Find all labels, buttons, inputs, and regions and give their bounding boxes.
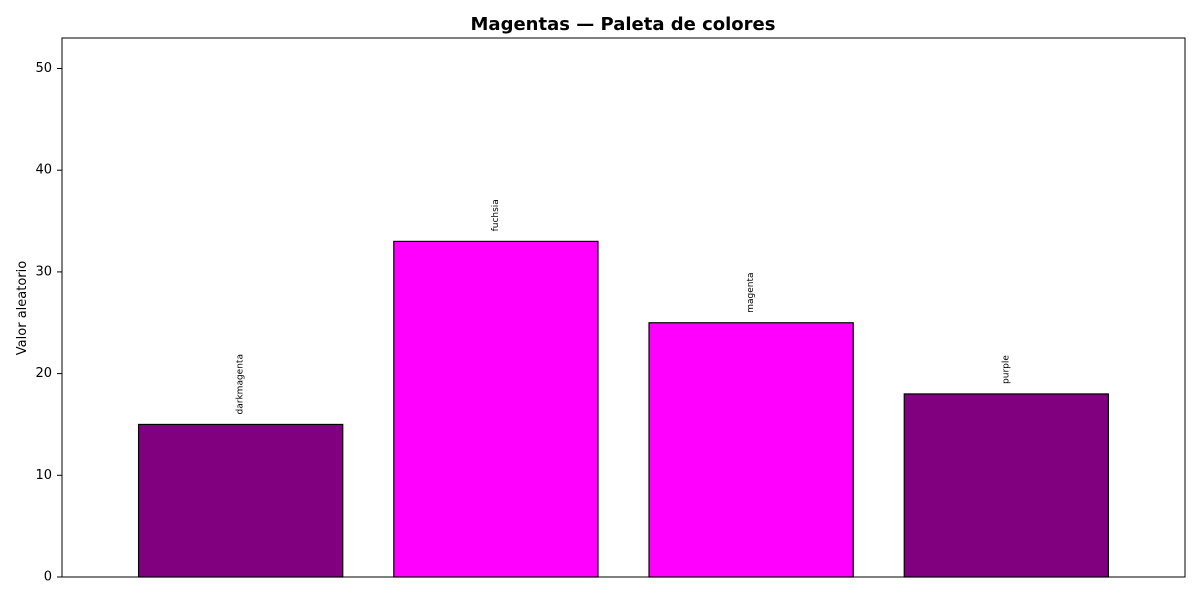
plot-frame xyxy=(61,37,1186,578)
bar-label-darkmagenta: darkmagenta xyxy=(236,354,246,414)
bars-layer xyxy=(137,240,1110,578)
y-tick-label: 20 xyxy=(35,366,52,381)
bar-labels: darkmagenta fuchsia magenta purple xyxy=(236,199,1012,414)
y-axis-label: Valor aleatorio xyxy=(15,261,30,355)
bar-darkmagenta xyxy=(137,423,344,578)
y-tick-label: 10 xyxy=(35,468,52,483)
bar-fuchsia xyxy=(393,240,599,578)
bar-label-fuchsia: fuchsia xyxy=(491,199,501,231)
bar-label-purple: purple xyxy=(1001,355,1011,384)
bar-magenta xyxy=(648,322,854,578)
bar-label-magenta: magenta xyxy=(746,272,756,312)
y-axis-ticks: 0 10 20 30 40 50 xyxy=(35,61,62,585)
y-tick-label: 0 xyxy=(44,570,52,585)
chart-title: Magentas — Paleta de colores xyxy=(471,14,776,35)
y-tick-label: 30 xyxy=(35,264,52,279)
y-tick-label: 40 xyxy=(35,163,52,178)
bar-purple xyxy=(903,393,1110,578)
y-tick-label: 50 xyxy=(35,61,52,76)
